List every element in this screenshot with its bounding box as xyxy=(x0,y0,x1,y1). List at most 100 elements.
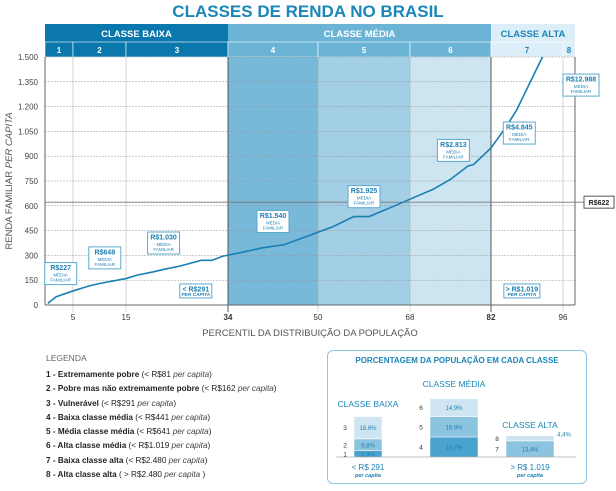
annotation-sub: FAMILIAR xyxy=(571,89,592,94)
legend-item: 3 - Vulnerável (< R$291 per capita) xyxy=(46,399,277,408)
annotation-frame xyxy=(347,185,381,209)
legend-item-part: per capita xyxy=(237,384,274,394)
y-tick-label: 600 xyxy=(25,202,39,211)
legend-item-part: 5 - Média classe média xyxy=(46,427,137,437)
legend-item-part: per capita xyxy=(171,441,208,451)
legend-item-part: (< R$162 xyxy=(201,384,238,394)
legend-item: 4 - Baixa classe média (< R$441 per capi… xyxy=(46,413,277,422)
legend-item-part: 7 - Baixa classe alta xyxy=(46,455,126,465)
population-title: PORCENTAGEM DA POPULAÇÃO EM CADA CLASSE xyxy=(355,356,559,365)
legend-item-part: (< R$641 xyxy=(136,427,173,437)
x-tick-label: 15 xyxy=(122,313,131,322)
subclass-label: 1 xyxy=(57,46,62,55)
annotation-sub: MÉDIA xyxy=(512,131,526,137)
annotation-sub: FAMILIAR xyxy=(354,201,375,206)
class-header-label: CLASSE ALTA xyxy=(501,29,566,40)
chart-title: CLASSES DE RENDA NO BRASIL xyxy=(172,2,444,21)
legend-item-part: ) xyxy=(200,470,206,480)
subclass-label: 7 xyxy=(525,46,530,55)
legend-item-part: 1 - Extremamente pobre xyxy=(46,370,142,379)
x-tick-label: 34 xyxy=(224,313,233,322)
legend-item-part: (< R$441 xyxy=(135,412,172,422)
y-tick-label: 450 xyxy=(25,227,39,236)
annotation-frame xyxy=(179,283,213,299)
annotation-sub: FAMILIAR xyxy=(50,278,71,283)
class-header-label: CLASSE MÉDIA xyxy=(324,29,396,40)
legend-item-part: 6 - Alta classe média xyxy=(46,441,129,451)
income-curve xyxy=(47,56,544,304)
legend-item: 7 - Baixa classe alta (< R$2.480 per cap… xyxy=(46,456,277,465)
annotation-value: > R$1.019 xyxy=(506,286,539,293)
annotation-sub: FAMILIAR xyxy=(263,226,284,231)
subclass-label: 3 xyxy=(175,46,180,55)
annotation-value: R$1.030 xyxy=(150,235,177,242)
annotation-value: < R$291 xyxy=(182,286,209,293)
x-tick-label: 5 xyxy=(71,313,76,322)
annotation-value: R$1.925 xyxy=(351,188,378,195)
x-axis-label: PERCENTIL DA DISTRIBUIÇÃO DA POPULAÇÃO xyxy=(202,328,418,339)
legend-item: 1 - Extremamente pobre (< R$81 per capit… xyxy=(46,370,277,379)
class-header-label: CLASSE BAIXA xyxy=(101,29,172,40)
annotation-sub: MÉDIA xyxy=(266,220,280,226)
legend-item-part: per capita xyxy=(164,470,201,480)
annotation-frame xyxy=(502,121,536,145)
subclass-label: 4 xyxy=(271,46,276,55)
legend-item-part: 4 - Baixa classe média xyxy=(46,412,136,422)
legend-item: 2 - Pobre mas não extremamente pobre (< … xyxy=(46,384,277,393)
legend-item-part: 2 - Pobre mas não extremamente pobre xyxy=(46,384,202,394)
y-tick-label: 150 xyxy=(25,276,39,285)
y-tick-label: 1.350 xyxy=(18,78,39,87)
legend-item-part: ) xyxy=(207,412,211,422)
legend-item-part: ) xyxy=(173,398,177,408)
subclass-label: 6 xyxy=(448,46,453,55)
annotation-sub: MÉDIA xyxy=(156,241,170,247)
class-header-band xyxy=(228,24,491,42)
legend-item-part: 8 - Alta classe alta xyxy=(46,470,119,480)
y-tick-label: 750 xyxy=(25,177,39,186)
annotation-frame xyxy=(88,246,122,270)
legend-item-part: ) xyxy=(204,455,208,465)
annotation-value: R$1.540 xyxy=(260,213,287,220)
legend-item-part: per capita xyxy=(173,370,210,379)
annotation-value: R$648 xyxy=(94,249,115,256)
legend-item-part: ) xyxy=(208,427,212,437)
legend-item: 6 - Alta classe média (< R$1.019 per cap… xyxy=(46,441,277,450)
legend-item-part: per capita xyxy=(137,398,174,408)
annotation-sub: FAMILIAR xyxy=(509,137,530,142)
annotation-sub: MÉDIA xyxy=(54,272,68,278)
annotation-sub: FAMILIAR xyxy=(153,247,174,252)
legend-item-part: ) xyxy=(273,384,277,394)
legend-item: 8 - Alta classe alta ( > R$2.480 per cap… xyxy=(46,470,277,479)
population-panel: PORCENTAGEM DA POPULAÇÃO EM CADA CLASSE xyxy=(327,350,587,484)
legend-title: LEGENDA xyxy=(46,353,87,363)
legend-item-part: (< R$291 xyxy=(101,398,138,408)
legend-item: 5 - Média classe média (< R$641 per capi… xyxy=(46,427,277,436)
legend-item-part: per capita xyxy=(171,412,208,422)
legend-item-part: 3 - Vulnerável xyxy=(46,398,102,408)
legend: LEGENDA 1 - Extremamente pobre (< R$81 p… xyxy=(46,353,277,484)
legend-item-part: (< R$81 xyxy=(141,370,174,379)
x-tick-label: 68 xyxy=(406,313,415,322)
subclass-label: 5 xyxy=(362,46,367,55)
subclass-label: 8 xyxy=(567,46,572,55)
annotation-sub: MÉDIA xyxy=(98,256,112,262)
y-axis-label-italic: PER CAPITA xyxy=(4,112,15,168)
annotation-frame xyxy=(436,138,470,162)
y-tick-label: 0 xyxy=(34,301,39,310)
annotation-frame xyxy=(147,231,181,255)
x-tick-label: 96 xyxy=(559,313,568,322)
legend-item-part: (< R$2.480 xyxy=(125,455,169,465)
x-tick-label: 50 xyxy=(314,313,323,322)
annotation-frame xyxy=(256,210,290,234)
